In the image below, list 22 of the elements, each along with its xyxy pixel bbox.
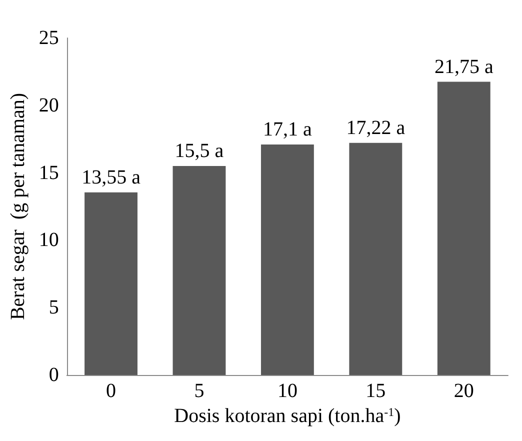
- x-tick-label: 5: [194, 380, 204, 402]
- bar: [437, 82, 490, 375]
- data-label: 15,5 a: [174, 140, 224, 162]
- x-tick-label: 15: [366, 380, 386, 402]
- y-tick-label: 20: [38, 94, 59, 116]
- y-tick-label: 15: [38, 162, 59, 184]
- bar: [260, 144, 314, 375]
- data-label: 17,22 a: [346, 116, 406, 139]
- y-tick-label: 0: [48, 364, 59, 386]
- bar: [172, 166, 226, 375]
- bar: [84, 192, 138, 375]
- x-tick-label: 20: [454, 380, 474, 402]
- data-label: 17,1 a: [263, 118, 312, 140]
- x-tick-label: 10: [277, 380, 298, 402]
- y-tick-label: 25: [38, 27, 59, 49]
- data-label: 13,55 a: [82, 166, 141, 188]
- y-axis-title: Berat segar (g per tanaman): [7, 92, 29, 320]
- data-label: 21,75 a: [434, 56, 494, 78]
- x-tick-label: 0: [106, 380, 116, 402]
- y-tick-label: 10: [38, 229, 59, 252]
- bar: [349, 142, 402, 375]
- y-tick-label: 5: [48, 296, 59, 319]
